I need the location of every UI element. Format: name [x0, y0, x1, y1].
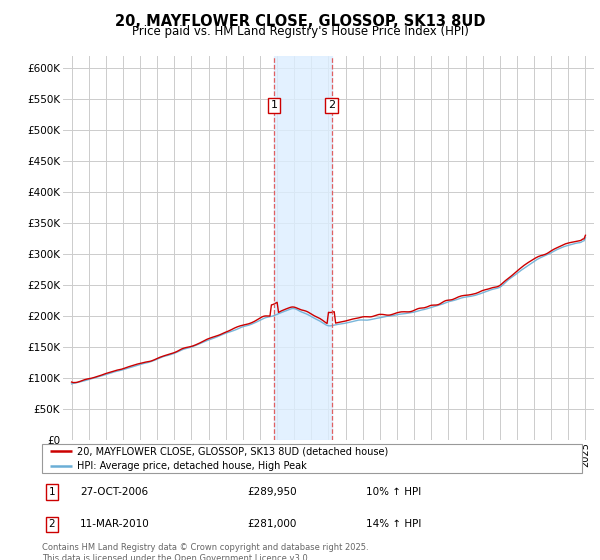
Text: 11-MAR-2010: 11-MAR-2010 [80, 519, 149, 529]
Text: 14% ↑ HPI: 14% ↑ HPI [366, 519, 421, 529]
Text: HPI: Average price, detached house, High Peak: HPI: Average price, detached house, High… [77, 461, 307, 471]
Text: 20, MAYFLOWER CLOSE, GLOSSOP, SK13 8UD (detached house): 20, MAYFLOWER CLOSE, GLOSSOP, SK13 8UD (… [77, 446, 388, 456]
Text: 10% ↑ HPI: 10% ↑ HPI [366, 487, 421, 497]
Text: 2: 2 [328, 100, 335, 110]
Text: 20, MAYFLOWER CLOSE, GLOSSOP, SK13 8UD: 20, MAYFLOWER CLOSE, GLOSSOP, SK13 8UD [115, 14, 485, 29]
Text: 27-OCT-2006: 27-OCT-2006 [80, 487, 148, 497]
Bar [274, 56, 332, 440]
Text: £281,000: £281,000 [247, 519, 296, 529]
Text: Price paid vs. HM Land Registry's House Price Index (HPI): Price paid vs. HM Land Registry's House … [131, 25, 469, 38]
Text: 1: 1 [271, 100, 278, 110]
Text: 2: 2 [49, 519, 55, 529]
FancyBboxPatch shape [42, 444, 582, 473]
Text: £289,950: £289,950 [247, 487, 297, 497]
Text: Contains HM Land Registry data © Crown copyright and database right 2025.
This d: Contains HM Land Registry data © Crown c… [42, 543, 368, 560]
Text: 1: 1 [49, 487, 55, 497]
